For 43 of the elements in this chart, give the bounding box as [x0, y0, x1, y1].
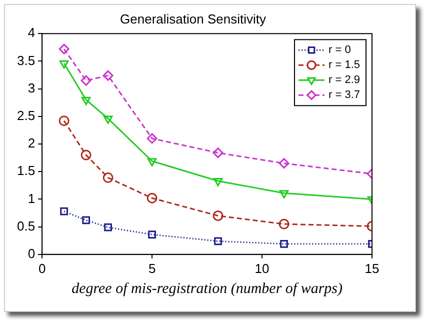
point — [80, 150, 92, 160]
point — [82, 216, 90, 224]
legend-label: r = 0 — [328, 44, 351, 56]
chart-title: Generalisation Sensitivity — [120, 11, 266, 26]
point — [80, 75, 92, 86]
y-tick-label: 3.5 — [16, 52, 36, 68]
point — [104, 223, 112, 232]
y-tick-label: 1 — [28, 190, 36, 206]
x-tick-label: 15 — [364, 260, 380, 276]
point — [214, 237, 222, 246]
x-tick-label: 10 — [254, 260, 270, 276]
y-tick-label: 2 — [28, 136, 36, 151]
point — [278, 218, 290, 230]
point — [280, 240, 288, 248]
point — [212, 148, 224, 158]
y-tick-label: 2.5 — [16, 108, 36, 123]
legend-label: r = 3.7 — [328, 89, 360, 102]
x-axis-title: degree of mis-registration (number of warps) — [72, 280, 343, 297]
point — [147, 158, 157, 166]
point — [148, 230, 156, 238]
point — [58, 116, 70, 126]
x-tick-label: 5 — [148, 260, 156, 276]
point — [146, 133, 158, 144]
point — [59, 60, 69, 69]
point — [103, 116, 113, 124]
point — [81, 96, 91, 106]
point — [102, 172, 114, 183]
point — [279, 190, 289, 198]
y-tick-label: 0.5 — [16, 218, 36, 234]
point — [212, 210, 224, 222]
point — [58, 44, 70, 54]
y-tick-label: 4 — [28, 25, 36, 40]
y-tick-label: 0 — [28, 246, 36, 261]
point — [146, 192, 158, 204]
y-tick-label: 1.5 — [16, 163, 36, 178]
point — [60, 207, 68, 216]
point — [278, 158, 290, 169]
legend-label: r = 2.9 — [328, 74, 360, 86]
point — [102, 70, 114, 81]
x-tick-label: 0 — [38, 260, 46, 276]
legend-label: r = 1.5 — [328, 59, 360, 72]
y-tick-label: 3 — [28, 80, 36, 96]
point — [213, 178, 223, 186]
